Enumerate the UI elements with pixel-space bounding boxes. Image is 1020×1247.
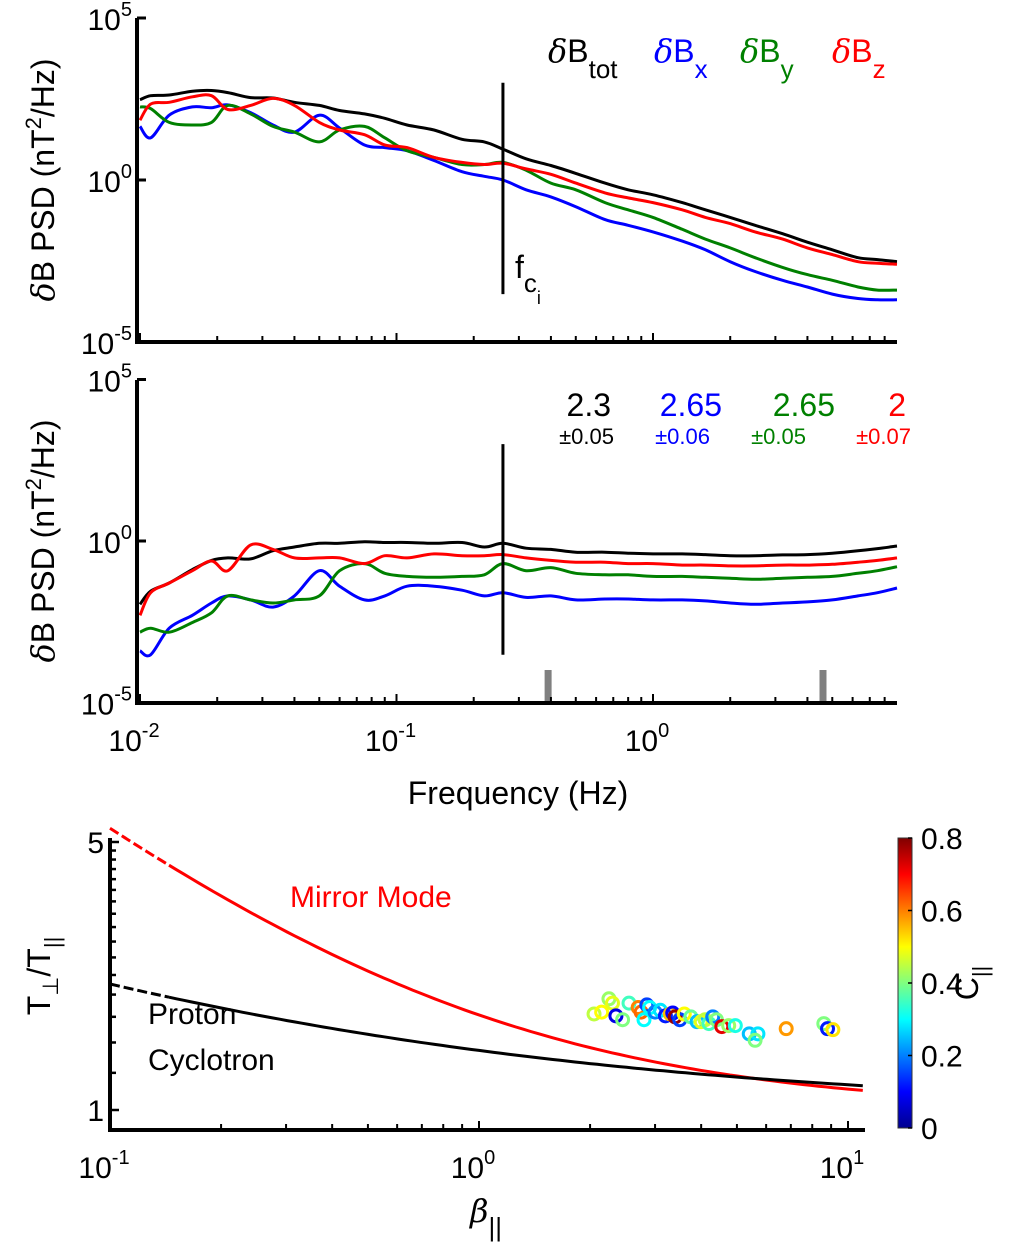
slope-error: ±0.05 xyxy=(751,424,806,449)
slope-error: ±0.07 xyxy=(856,424,911,449)
colorbar-tick-label: 0.4 xyxy=(921,968,963,1001)
series-line-y xyxy=(139,562,898,634)
y-tick-label: 100 xyxy=(88,161,133,199)
scatter-point xyxy=(639,997,655,1013)
fit-range-markers xyxy=(544,670,827,705)
proton-cyclotron-label-line1: Proton xyxy=(148,998,236,1031)
scatter-point xyxy=(727,1018,743,1034)
series-line-x xyxy=(139,569,898,658)
top-psd-legend: δBtot δBx δBy δBz xyxy=(548,32,886,84)
scatter-point xyxy=(825,1022,841,1038)
anisotropy-axes: 5 1 10-1 100 101 xyxy=(78,827,865,1185)
scatter-point xyxy=(714,1019,730,1035)
legend-item-y: δBy xyxy=(740,32,794,84)
middle-psd-axes: 105 100 10-510-2 10-1 100 xyxy=(81,361,897,758)
top-psd-series-group xyxy=(138,88,898,302)
middle-psd-ylabel: δB PSD (nT2/Hz) xyxy=(21,419,62,662)
slope-value: 2.3 xyxy=(567,387,611,423)
scatter-point xyxy=(721,1018,737,1034)
threshold-dashed-1 xyxy=(109,982,170,999)
scatter-point xyxy=(747,1032,763,1048)
x-tick-label: 100 xyxy=(625,720,670,758)
series-line-z xyxy=(138,93,898,266)
top-psd-axes: 105 100 10-5 xyxy=(81,0,897,361)
slope-value: 2.65 xyxy=(660,387,722,423)
colorbar-ticks: 0 0.2 0.4 0.6 0.8 xyxy=(908,823,963,1146)
x-tick-label: 100 xyxy=(451,1147,496,1185)
top-psd-panel: 105 100 10-5 fci δBtot δBx δBy δBz δB PSD (nT… xyxy=(21,0,898,361)
x-tick-label: 101 xyxy=(820,1147,865,1185)
y-tick-label: 5 xyxy=(87,827,104,860)
y-tick-label: 105 xyxy=(88,0,133,37)
scatter-points xyxy=(586,991,841,1048)
top-psd-ylabel: δB PSD (nT2/Hz) xyxy=(21,58,62,301)
colorbar-label: C|| xyxy=(949,966,993,1001)
slope-value: 2 xyxy=(888,387,906,423)
y-tick-label: 10-5 xyxy=(81,323,132,361)
anisotropy-panel: 5 1 10-1 100 101 Mirror Mode Proton Cyclotro… xyxy=(21,823,993,1242)
threshold-curve-1 xyxy=(168,995,863,1088)
scatter-point xyxy=(586,1006,602,1022)
colorbar-tick-label: 0.2 xyxy=(921,1041,963,1074)
beta-xlabel: β|| xyxy=(469,1192,502,1242)
slope-value: 2.65 xyxy=(773,387,835,423)
x-tick-label: 10-1 xyxy=(78,1147,129,1185)
legend-item-tot: δBtot xyxy=(548,32,618,84)
threshold-dashed-0 xyxy=(109,826,170,867)
middle-psd-series-group xyxy=(138,540,898,658)
anisotropy-ylabel: T⊥/T|| xyxy=(21,937,65,1016)
x-tick-label: 10-2 xyxy=(108,720,159,758)
scatter-point xyxy=(594,1004,610,1020)
scatter-point xyxy=(615,1012,631,1028)
mirror-mode-label: Mirror Mode xyxy=(290,881,452,914)
colorbar-tick-label: 0.8 xyxy=(921,823,963,856)
slope-error: ±0.05 xyxy=(559,424,614,449)
scatter-point xyxy=(604,995,620,1011)
scatter-point xyxy=(778,1021,794,1037)
colorbar-tick-label: 0 xyxy=(921,1113,938,1146)
instability-threshold-curves xyxy=(109,826,863,1092)
proton-cyclotron-label-line2: Cyclotron xyxy=(148,1044,275,1077)
series-line-z xyxy=(138,542,898,616)
x-tick-label: 10-1 xyxy=(365,720,416,758)
y-tick-label: 100 xyxy=(88,522,133,560)
scatter-point xyxy=(636,1012,652,1028)
y-tick-label: 10-5 xyxy=(81,684,132,722)
y-tick-label: 105 xyxy=(88,361,133,399)
series-line-tot xyxy=(139,88,898,264)
frequency-xlabel: Frequency (Hz) xyxy=(408,775,629,811)
legend-item-z: δBz xyxy=(832,32,886,84)
y-tick-label: 1 xyxy=(87,1095,104,1128)
slope-error: ±0.06 xyxy=(655,424,710,449)
colorbar-tick-label: 0.6 xyxy=(921,896,963,929)
spectral-slope-labels: 2.3±0.052.65±0.062.65±0.052±0.07 xyxy=(559,387,911,449)
legend-item-x: δBx xyxy=(654,32,708,84)
fci-label: fci xyxy=(515,249,541,308)
